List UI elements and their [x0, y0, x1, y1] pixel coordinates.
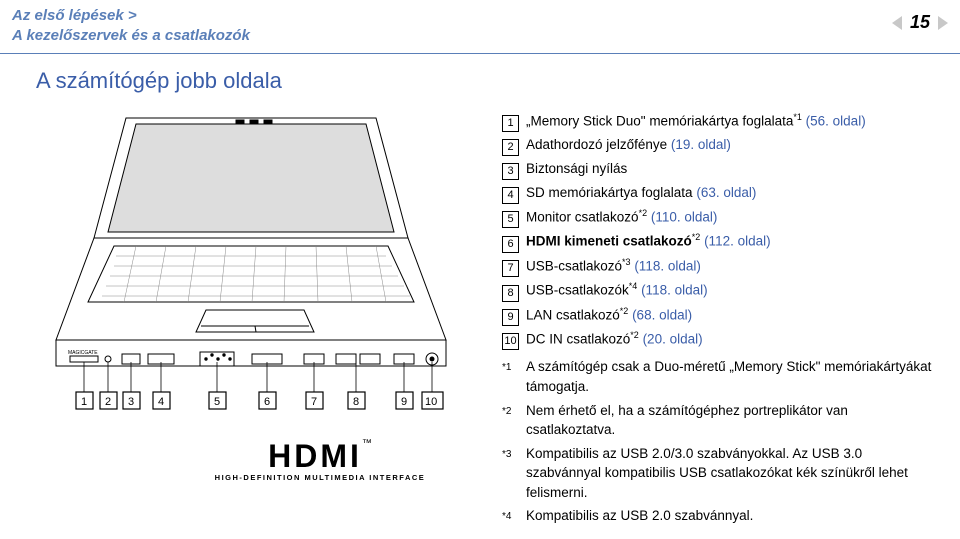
page-number: 15 [910, 12, 930, 33]
hdmi-tm: ™ [362, 438, 372, 449]
port-list-item: 2 Adathordozó jelzőfénye (19. oldal) [502, 134, 932, 157]
port-list-item: 3 Biztonsági nyílás [502, 158, 932, 181]
footnote-key: *2 [502, 401, 526, 420]
prev-page-icon[interactable] [892, 16, 902, 30]
content-area: MAGICGATE [0, 94, 960, 530]
item-number-box: 10 [502, 333, 519, 350]
hdmi-subtitle: HIGH-DEFINITION MULTIMEDIA INTERFACE [166, 473, 474, 482]
item-text: Monitor csatlakozó*2 (110. oldal) [526, 206, 717, 229]
description-column: 1 „Memory Stick Duo" memóriakártya foglal… [502, 110, 932, 530]
svg-text:4: 4 [158, 396, 164, 408]
item-text: Biztonsági nyílás [526, 158, 627, 181]
port-list-item: 9 LAN csatlakozó*2 (68. oldal) [502, 304, 932, 327]
footnote-text: Nem érhető el, ha a számítógéphez portre… [526, 401, 932, 440]
footnote-text: A számítógép csak a Duo-méretű „Memory S… [526, 357, 932, 396]
footnote-row: *2Nem érhető el, ha a számítógéphez port… [502, 401, 932, 440]
svg-text:5: 5 [214, 396, 220, 408]
page-number-nav: 15 [892, 6, 948, 33]
item-text: „Memory Stick Duo" memóriakártya foglala… [526, 110, 866, 133]
breadcrumb-line2: A kezelőszervek és a csatlakozók [12, 26, 250, 46]
port-list-item: 5 Monitor csatlakozó*2 (110. oldal) [502, 206, 932, 229]
item-number-box: 7 [502, 260, 519, 277]
footnote-text: Kompatibilis az USB 2.0/3.0 szabványokka… [526, 444, 932, 503]
footnote-row: *4Kompatibilis az USB 2.0 szabvánnyal. [502, 506, 932, 526]
svg-text:8: 8 [353, 396, 359, 408]
page-header: Az első lépések > A kezelőszervek és a c… [0, 0, 960, 51]
item-number-box: 6 [502, 236, 519, 253]
item-text: SD memóriakártya foglalata (63. oldal) [526, 182, 756, 205]
svg-text:10: 10 [425, 396, 437, 408]
item-number-box: 8 [502, 285, 519, 302]
svg-text:6: 6 [264, 396, 270, 408]
item-text: USB-csatlakozó*3 (118. oldal) [526, 255, 701, 278]
footnotes: *1A számítógép csak a Duo-méretű „Memory… [502, 357, 932, 526]
item-number-box: 4 [502, 187, 519, 204]
footnote-key: *4 [502, 506, 526, 525]
item-text: HDMI kimeneti csatlakozó*2 (112. oldal) [526, 230, 771, 253]
port-list-item: 1 „Memory Stick Duo" memóriakártya foglal… [502, 110, 932, 133]
port-list: 1 „Memory Stick Duo" memóriakártya foglal… [502, 110, 932, 352]
item-number-box: 2 [502, 139, 519, 156]
item-number-box: 3 [502, 163, 519, 180]
hdmi-logo: HDMI™ HIGH-DEFINITION MULTIMEDIA INTERFA… [36, 438, 474, 482]
port-list-item: 8 USB-csatlakozók*4 (118. oldal) [502, 279, 932, 302]
port-list-item: 4 SD memóriakártya foglalata (63. oldal) [502, 182, 932, 205]
item-text: USB-csatlakozók*4 (118. oldal) [526, 279, 708, 302]
item-number-box: 1 [502, 115, 519, 132]
footnote-key: *3 [502, 444, 526, 463]
svg-text:3: 3 [128, 396, 134, 408]
breadcrumb-line1: Az első lépések > [12, 6, 250, 26]
illustration-column: MAGICGATE [36, 110, 474, 530]
page-title: A számítógép jobb oldala [0, 54, 960, 94]
item-number-box: 9 [502, 309, 519, 326]
item-text: LAN csatlakozó*2 (68. oldal) [526, 304, 692, 327]
port-list-item: 7 USB-csatlakozó*3 (118. oldal) [502, 255, 932, 278]
svg-text:7: 7 [311, 396, 317, 408]
footnote-key: *1 [502, 357, 526, 376]
port-list-item: 6 HDMI kimeneti csatlakozó*2 (112. oldal) [502, 230, 932, 253]
footnote-row: *3Kompatibilis az USB 2.0/3.0 szabványok… [502, 444, 932, 503]
svg-text:1: 1 [81, 396, 87, 408]
next-page-icon[interactable] [938, 16, 948, 30]
item-text: Adathordozó jelzőfénye (19. oldal) [526, 134, 731, 157]
port-list-item: 10 DC IN csatlakozó*2 (20. oldal) [502, 328, 932, 351]
svg-text:2: 2 [105, 396, 111, 408]
footnote-row: *1A számítógép csak a Duo-méretű „Memory… [502, 357, 932, 396]
breadcrumb: Az első lépések > A kezelőszervek és a c… [12, 6, 250, 47]
hdmi-logo-text: HDMI [268, 438, 362, 474]
svg-text:9: 9 [401, 396, 407, 408]
footnote-text: Kompatibilis az USB 2.0 szabvánnyal. [526, 506, 753, 526]
svg-text:MAGICGATE: MAGICGATE [68, 350, 98, 356]
item-number-box: 5 [502, 211, 519, 228]
item-text: DC IN csatlakozó*2 (20. oldal) [526, 328, 703, 351]
laptop-diagram: MAGICGATE [36, 110, 474, 420]
